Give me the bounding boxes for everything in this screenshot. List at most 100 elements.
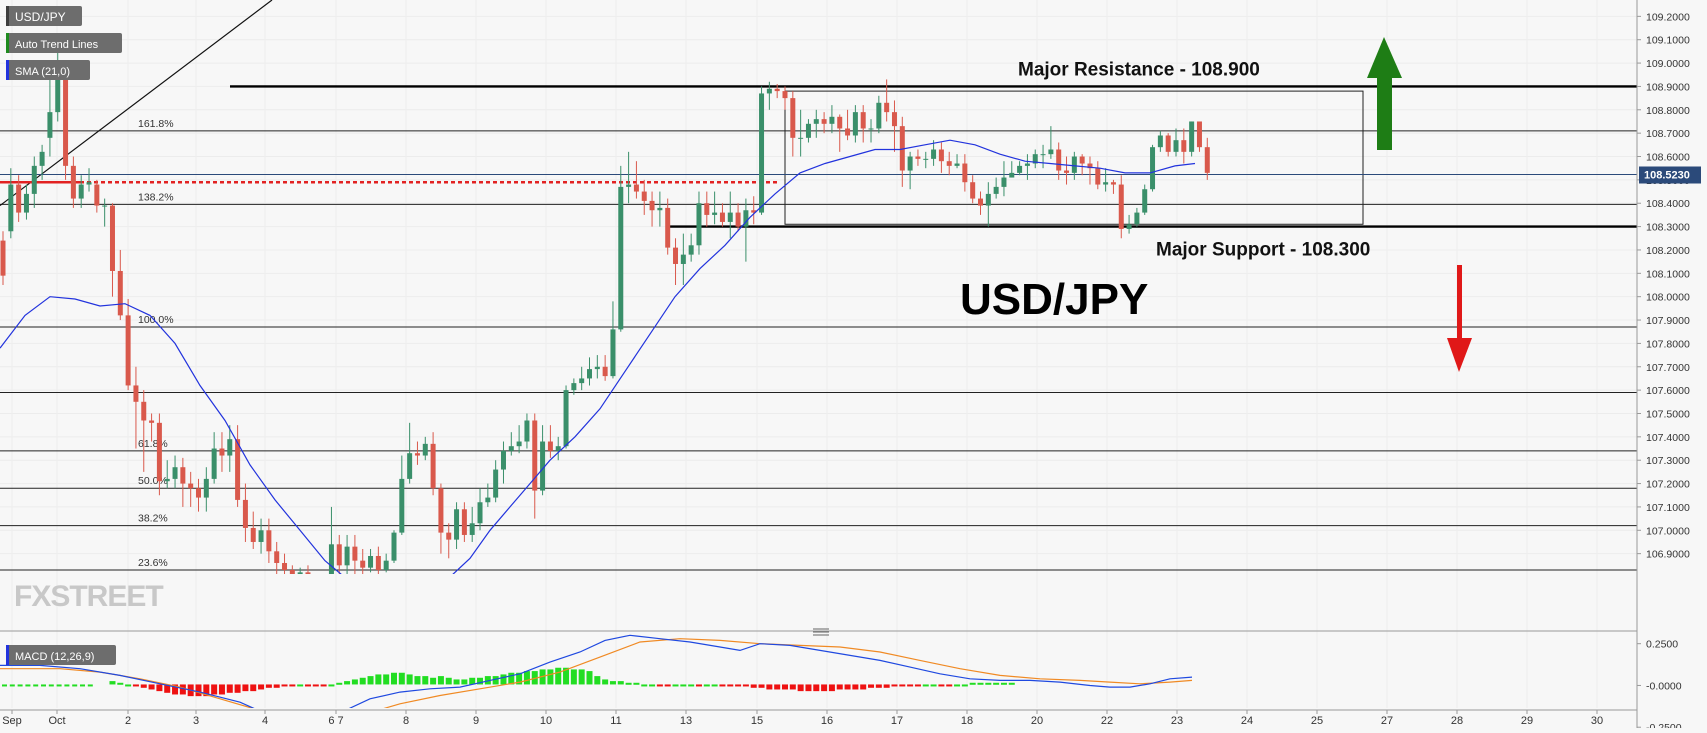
candle-body [884, 102, 890, 113]
candle-body [1087, 163, 1093, 169]
time-tick-label: 20 [1031, 715, 1043, 727]
candlestick [1103, 168, 1109, 192]
candle-body [180, 467, 186, 484]
candlestick [633, 161, 639, 199]
candle-body [305, 572, 311, 574]
candlestick [782, 86, 788, 110]
candlestick [258, 518, 264, 554]
candlestick [1157, 130, 1163, 152]
candle-body [1142, 189, 1148, 213]
candle-body [532, 420, 538, 491]
candlestick [156, 413, 162, 496]
candle-body [1126, 224, 1132, 229]
candlestick [352, 534, 358, 574]
legend-symbol-text: USD/JPY [15, 10, 66, 24]
macd-histogram-bar [782, 684, 788, 690]
candlestick [696, 191, 702, 255]
candlestick [931, 140, 937, 166]
legend-macd-badge[interactable]: MACD (12,26,9) [6, 645, 116, 665]
candle-body [250, 527, 256, 542]
macd-histogram-bar [946, 684, 953, 687]
candlestick [344, 534, 350, 574]
candlestick [540, 425, 546, 496]
time-tick-label: 22 [1101, 715, 1113, 727]
candle-body [978, 198, 983, 206]
candlestick [446, 523, 452, 559]
macd-histogram-bar [680, 684, 687, 687]
macd-histogram-bar [993, 682, 1000, 685]
time-tick-label: 10 [540, 715, 552, 727]
candle-body [414, 453, 420, 456]
price-tick-label: 106.9000 [1646, 549, 1690, 561]
candlestick [282, 553, 288, 574]
time-tick-label: 11 [610, 715, 621, 727]
last-price-text: 108.5230 [1644, 170, 1690, 182]
candlestick [1087, 156, 1093, 185]
price-tick-label: 108.0000 [1646, 292, 1690, 304]
macd-histogram-bar [125, 684, 132, 687]
price-tick-label: 107.7000 [1646, 362, 1690, 374]
candlestick [102, 198, 108, 227]
candle-body [524, 420, 530, 442]
macd-histogram-bar [140, 684, 147, 688]
candlestick [383, 553, 389, 573]
candlestick [868, 119, 874, 143]
candle-body [203, 478, 209, 498]
macd-histogram-bar [234, 684, 241, 693]
legend-symbol-badge[interactable]: USD/JPY [6, 6, 82, 26]
macd-histogram-bar [72, 684, 78, 687]
macd-histogram-bar [414, 676, 421, 685]
candlestick [1017, 161, 1023, 176]
candle-body [571, 383, 577, 391]
candlestick [594, 355, 600, 379]
candle-body [555, 446, 561, 451]
candle-body [837, 116, 843, 129]
macd-histogram-bar [727, 684, 734, 687]
candle-body [164, 478, 170, 482]
candlestick [712, 191, 718, 225]
macd-histogram-bar [375, 674, 382, 685]
candle-body [399, 478, 405, 533]
macd-histogram-bar [203, 684, 210, 697]
legend-sma-badge[interactable]: SMA (21,0) [6, 60, 90, 80]
time-tick-label: Sep [2, 715, 22, 727]
macd-histogram-bar [320, 684, 327, 687]
candle-body [633, 184, 639, 192]
up-arrow-head [1367, 37, 1402, 78]
price-tick-label: 107.9000 [1646, 315, 1690, 327]
price-axis-background [1637, 0, 1707, 728]
candlestick [547, 425, 553, 458]
time-tick-label: 3 [193, 715, 199, 727]
macd-histogram-bar [508, 672, 515, 685]
legend-trend-lines-badge[interactable]: Auto Trend Lines [6, 33, 122, 53]
candlestick [196, 478, 201, 512]
candle-body [1204, 147, 1210, 173]
time-tick-label: 2 [125, 715, 131, 727]
candlestick [1118, 175, 1124, 239]
candle-body [235, 439, 241, 500]
price-tick-label: 108.6000 [1646, 152, 1690, 164]
candlestick [172, 455, 178, 489]
candle-body [282, 562, 288, 570]
pane-resize-handle[interactable] [813, 628, 829, 636]
candlestick [532, 413, 538, 519]
time-tick-label: 9 [473, 715, 479, 727]
candle-body [86, 182, 92, 185]
macd-histogram-bar [289, 684, 296, 687]
candlestick [266, 518, 272, 563]
candle-body [117, 270, 123, 316]
macd-histogram-bar [367, 676, 374, 685]
candle-body [508, 446, 514, 451]
candle-body [1134, 212, 1140, 225]
candlestick [328, 506, 334, 574]
candle-body [829, 116, 835, 124]
candlestick [508, 432, 514, 456]
candlestick [759, 86, 765, 215]
candlestick [743, 198, 749, 262]
macd-histogram-bar [132, 684, 139, 687]
down-arrow-head [1447, 338, 1472, 372]
candlestick [673, 238, 679, 285]
candlestick [876, 95, 882, 134]
candle-body [1017, 165, 1023, 173]
